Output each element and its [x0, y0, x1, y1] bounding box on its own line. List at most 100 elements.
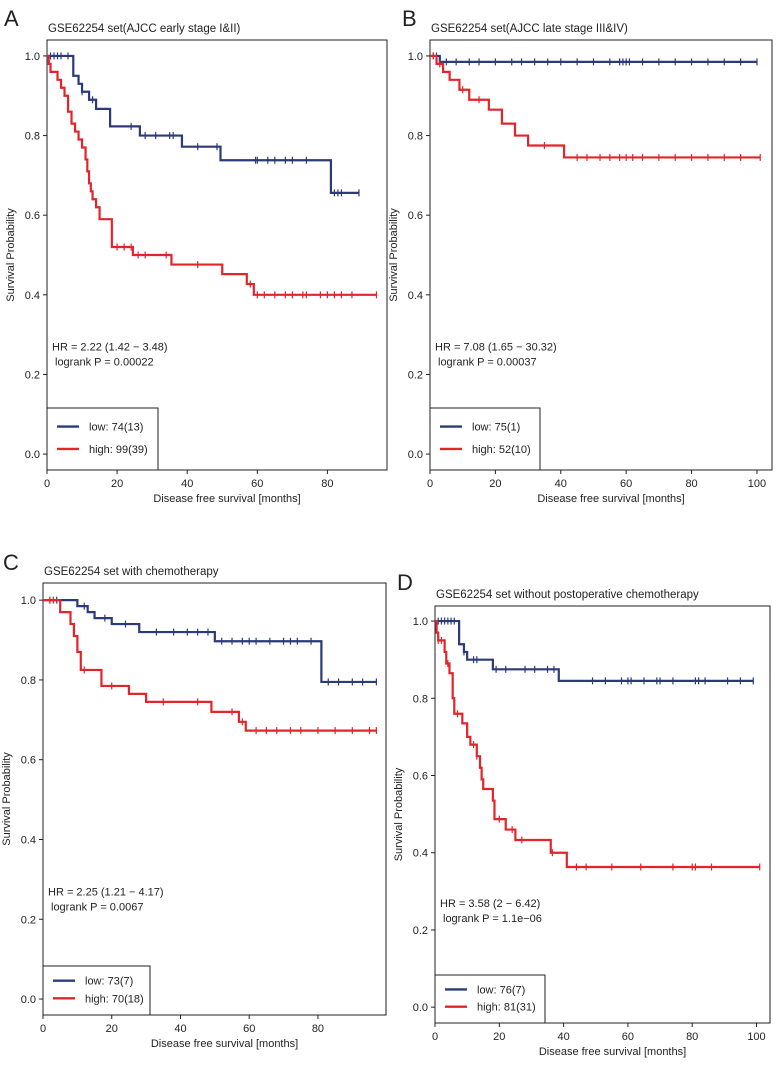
logrank-p-text: logrank P = 0.0067	[51, 901, 143, 913]
legend-label-high: high: 70(18)	[85, 993, 144, 1005]
chart-title: GSE62254 set with chemotherapy	[44, 566, 219, 578]
x-tick-label: 40	[181, 478, 193, 490]
y-axis-label: Survival Probability	[388, 208, 400, 302]
y-axis-label: Survival Probability	[5, 208, 17, 302]
x-axis-label: Disease free survival [months]	[151, 1038, 298, 1050]
plot-frame	[42, 582, 387, 1016]
km-panel-a: A GSE62254 set(AJCC early stage I&II) 0.0 0…	[4, 6, 388, 505]
legend-label-high: high: 52(10)	[472, 444, 531, 456]
km-curve-high	[430, 54, 761, 159]
x-tick-label: 60	[620, 478, 632, 490]
km-curve-low	[43, 599, 377, 684]
x-tick-label: 0	[40, 1023, 46, 1035]
x-tick-label: 80	[686, 1031, 698, 1043]
y-tick-label: 0.8	[21, 675, 36, 687]
x-tick-label: 0	[44, 478, 50, 490]
logrank-p-text: logrank P = 0.00037	[438, 357, 537, 369]
y-tick-label: 0.2	[25, 369, 40, 381]
x-tick-label: 20	[111, 478, 123, 490]
km-curve-high	[435, 619, 760, 869]
y-tick-label: 0.4	[21, 834, 36, 846]
logrank-p-text: logrank P = 1.1e−06	[443, 913, 542, 925]
x-tick-label: 100	[748, 478, 766, 490]
y-tick-label: 0.2	[413, 925, 428, 937]
chart-title: GSE62254 set without postoperative chemo…	[436, 589, 699, 601]
x-tick-label: 80	[312, 1023, 324, 1035]
x-tick-label: 20	[489, 478, 501, 490]
legend-label-high: high: 81(31)	[477, 1002, 536, 1014]
y-tick-label: 0.2	[408, 369, 423, 381]
legend-label-low: low: 75(1)	[472, 422, 520, 434]
y-tick-label: 0.6	[413, 771, 428, 783]
plot-frame	[46, 39, 388, 471]
legend-box	[46, 407, 159, 471]
chart-title: GSE62254 set(AJCC late stage III&IV)	[431, 23, 628, 35]
chart-title: GSE62254 set(AJCC early stage I&II)	[48, 23, 241, 35]
y-tick-label: 0.0	[25, 449, 40, 461]
hazard-ratio-text: HR = 2.25 (1.21 − 4.17)	[48, 886, 164, 898]
y-tick-label: 1.0	[21, 595, 36, 607]
y-tick-label: 1.0	[408, 51, 423, 63]
km-curve-high	[43, 599, 377, 732]
y-axis-label: Survival Probability	[393, 767, 405, 861]
plot-frame	[434, 605, 771, 1024]
panel-label: D	[397, 570, 413, 595]
legend: low: 74(13) high: 99(39)	[46, 407, 159, 471]
x-tick-label: 20	[106, 1023, 118, 1035]
y-tick-label: 1.0	[25, 51, 40, 63]
y-tick-label: 0.8	[413, 693, 428, 705]
y-tick-label: 0.0	[413, 1002, 428, 1014]
x-axis-label: Disease free survival [months]	[539, 1046, 686, 1058]
y-tick-label: 0.8	[408, 131, 423, 143]
legend-box	[429, 407, 541, 471]
x-tick-label: 60	[251, 478, 263, 490]
x-tick-label: 100	[747, 1031, 765, 1043]
panel-label: C	[3, 550, 19, 575]
y-axis-label: Survival Probability	[1, 752, 13, 846]
y-tick-label: 0.2	[21, 914, 36, 926]
legend: low: 75(1) high: 52(10)	[429, 407, 541, 471]
x-tick-label: 40	[557, 1031, 569, 1043]
x-axis-label: Disease free survival [months]	[153, 493, 300, 505]
y-tick-label: 0.6	[408, 210, 423, 222]
legend-label-low: low: 76(7)	[477, 984, 525, 996]
legend: low: 76(7) high: 81(31)	[434, 974, 546, 1024]
y-tick-label: 0.6	[21, 755, 36, 767]
x-tick-label: 40	[555, 478, 567, 490]
y-tick-label: 0.4	[25, 290, 40, 302]
logrank-p-text: logrank P = 0.00022	[55, 357, 154, 369]
y-tick-label: 0.8	[25, 131, 40, 143]
y-tick-label: 0.0	[21, 994, 36, 1006]
y-tick-label: 1.0	[413, 616, 428, 628]
x-tick-label: 0	[427, 478, 433, 490]
x-tick-label: 80	[321, 478, 333, 490]
legend-label-low: low: 73(7)	[85, 976, 133, 988]
legend-box	[434, 974, 546, 1024]
x-tick-label: 20	[493, 1031, 505, 1043]
legend-label-low: low: 74(13)	[89, 422, 143, 434]
hazard-ratio-text: HR = 3.58 (2 − 6.42)	[440, 898, 540, 910]
hazard-ratio-text: HR = 2.22 (1.42 − 3.48)	[52, 342, 168, 354]
km-curve-low	[435, 619, 754, 683]
km-curve-low	[47, 54, 359, 194]
x-tick-label: 60	[243, 1023, 255, 1035]
legend: low: 73(7) high: 70(18)	[42, 965, 151, 1016]
panel-label: B	[402, 6, 417, 31]
hazard-ratio-text: HR = 7.08 (1.65 − 30.32)	[435, 342, 557, 354]
km-curve-high	[47, 54, 377, 296]
y-tick-label: 0.4	[408, 290, 423, 302]
x-axis-label: Disease free survival [months]	[537, 493, 684, 505]
x-tick-label: 0	[432, 1031, 438, 1043]
km-panel-c: C GSE62254 set with chemotherapy 0.0 0.2 0.4…	[1, 550, 387, 1050]
x-tick-label: 60	[622, 1031, 634, 1043]
legend-box	[42, 965, 151, 1016]
x-tick-label: 80	[685, 478, 697, 490]
y-tick-label: 0.0	[408, 449, 423, 461]
km-panel-d: D GSE62254 set without postoperative chem…	[393, 570, 771, 1058]
km-panel-b: B GSE62254 set(AJCC late stage III&IV) 0.0…	[388, 6, 773, 505]
y-tick-label: 0.6	[25, 210, 40, 222]
plot-frame	[429, 39, 773, 471]
y-tick-label: 0.4	[413, 848, 428, 860]
x-tick-label: 40	[174, 1023, 186, 1035]
